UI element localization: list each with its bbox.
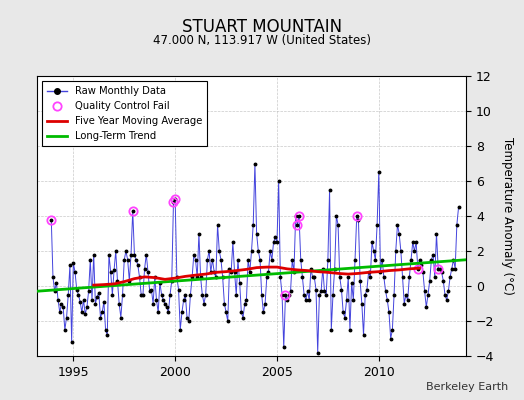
- Text: 47.000 N, 113.917 W (United States): 47.000 N, 113.917 W (United States): [153, 34, 371, 47]
- Text: STUART MOUNTAIN: STUART MOUNTAIN: [182, 18, 342, 36]
- Y-axis label: Temperature Anomaly (°C): Temperature Anomaly (°C): [501, 137, 514, 295]
- Text: Berkeley Earth: Berkeley Earth: [426, 382, 508, 392]
- Legend: Raw Monthly Data, Quality Control Fail, Five Year Moving Average, Long-Term Tren: Raw Monthly Data, Quality Control Fail, …: [42, 81, 207, 146]
